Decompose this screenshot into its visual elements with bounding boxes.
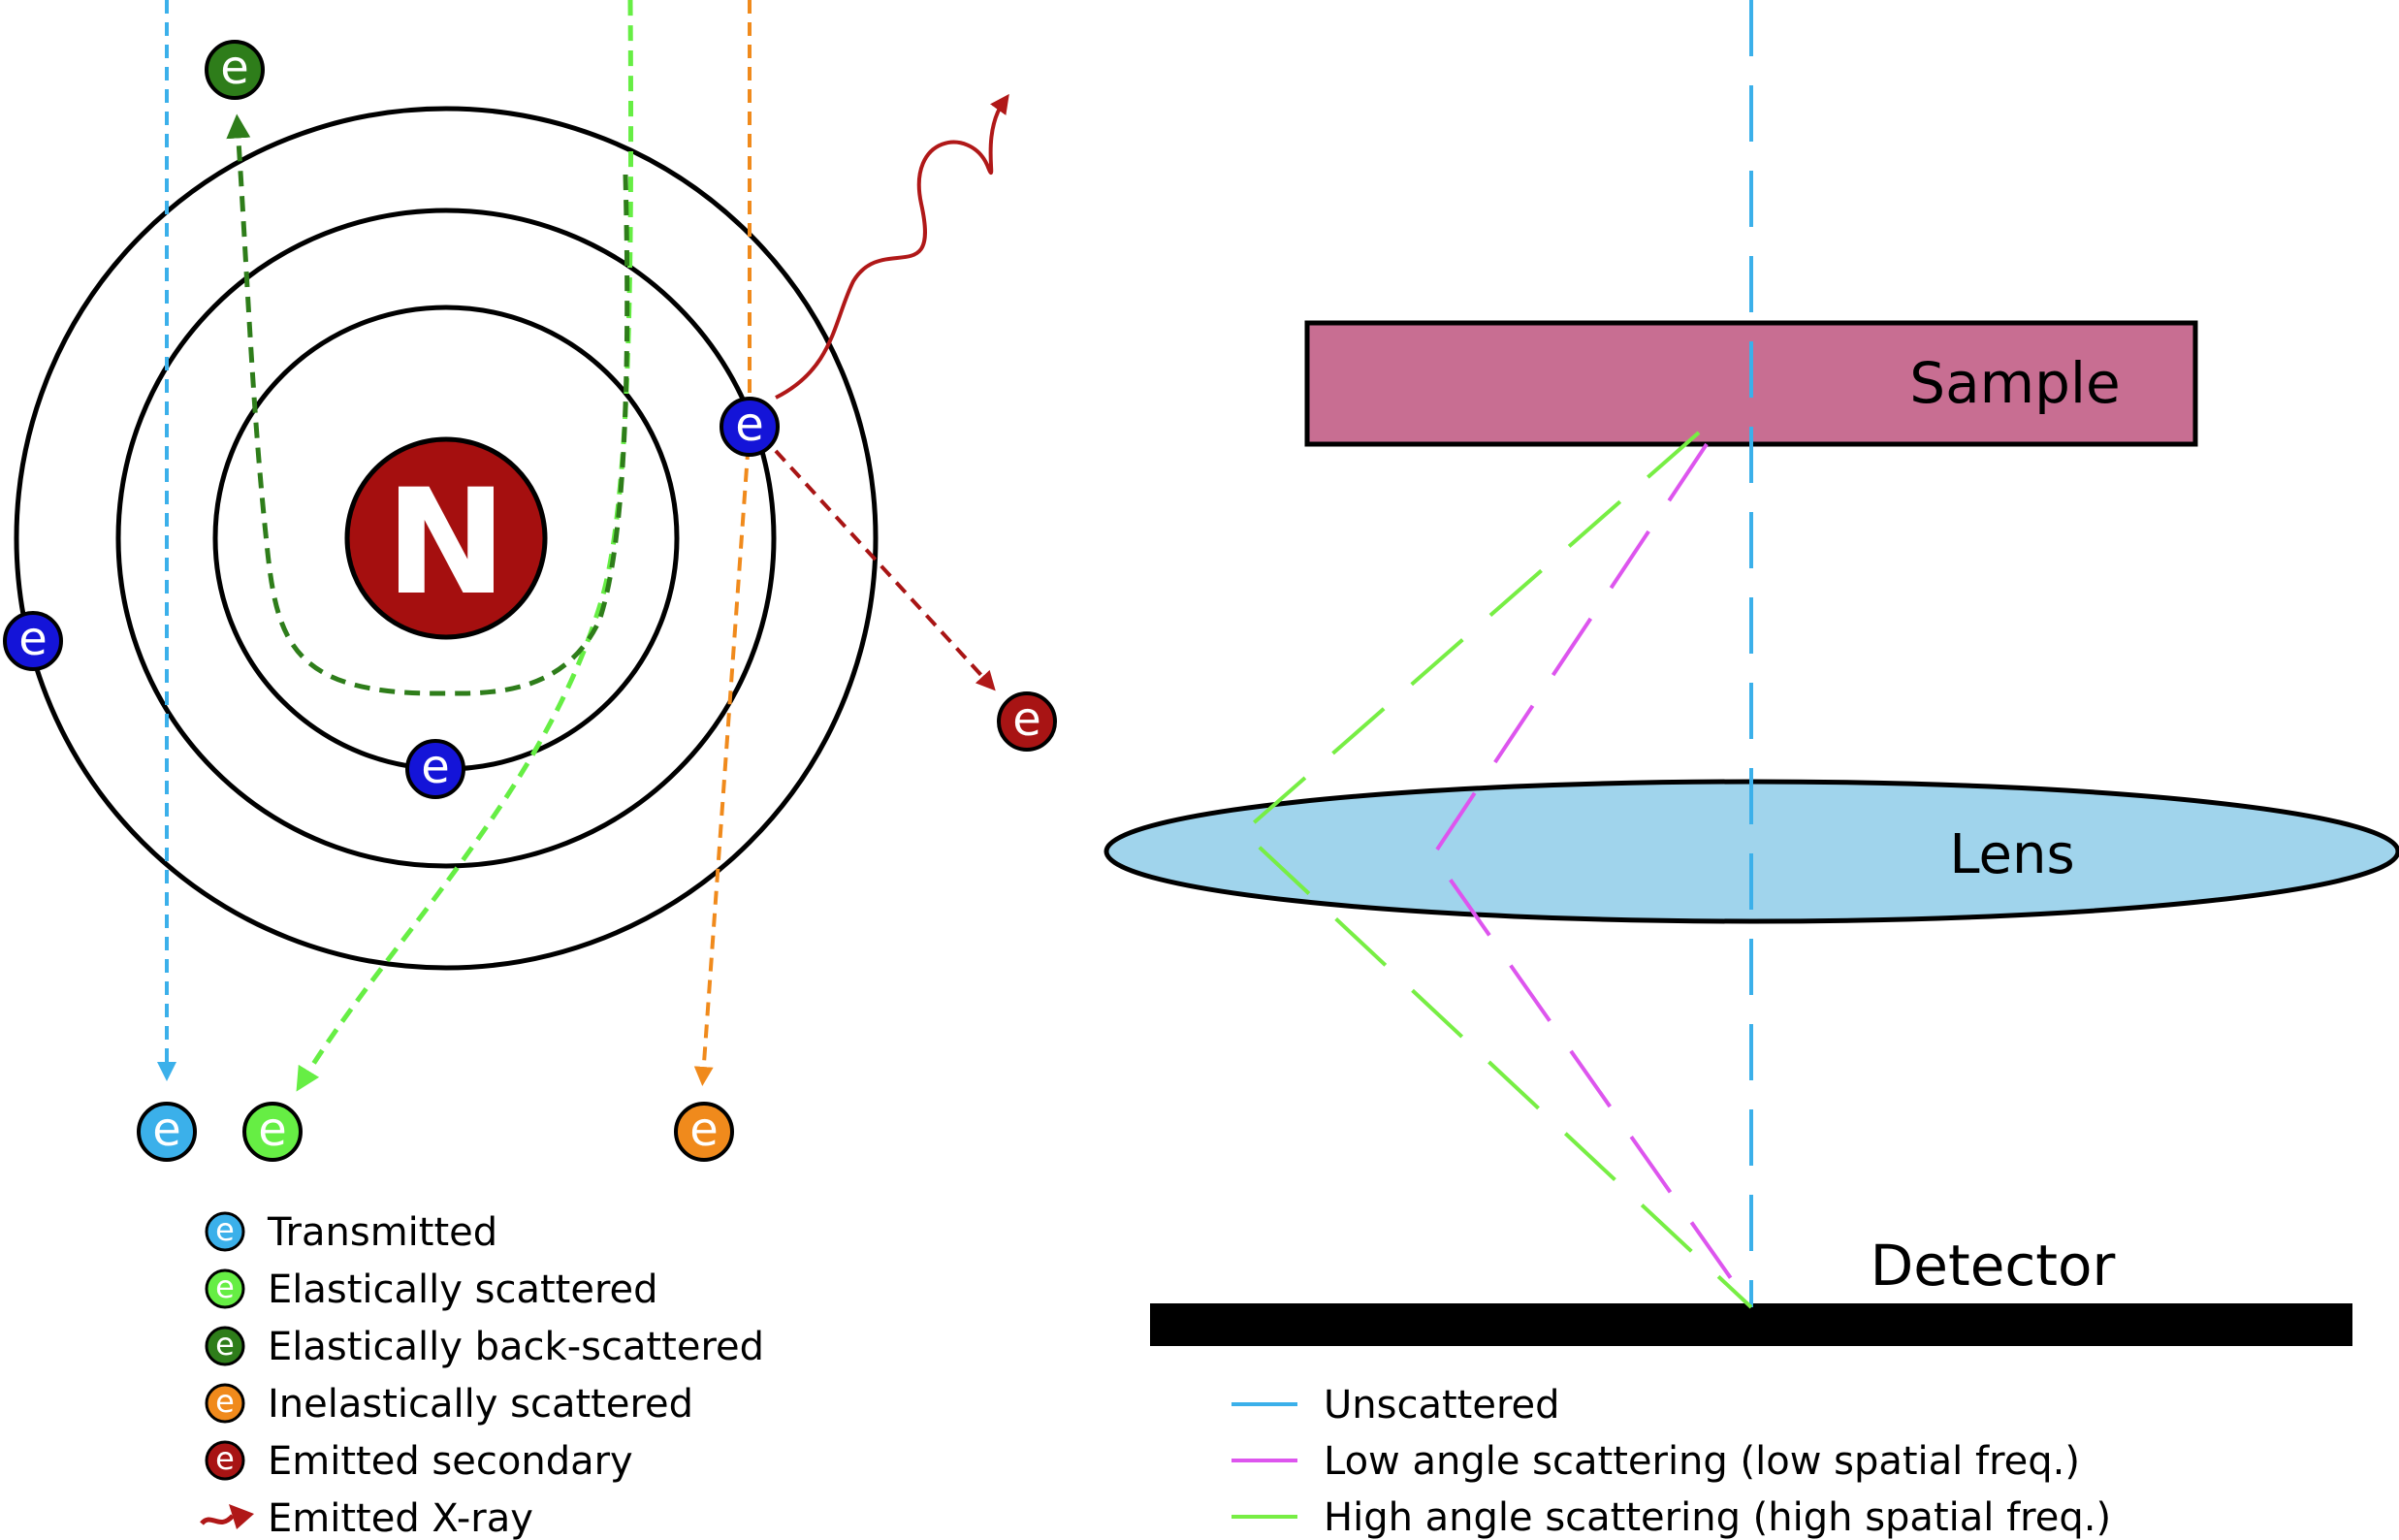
- svg-text:e: e: [421, 740, 450, 794]
- legend-electron-icon: [205, 1326, 245, 1366]
- low-angle-ray: [1430, 442, 1753, 1309]
- atom-legend-label: Inelastically scattered: [268, 1382, 693, 1427]
- atom-legend-item: e Elastically scattered: [205, 1267, 658, 1312]
- svg-text:e: e: [152, 1103, 181, 1157]
- electron-transmitted: e: [137, 1102, 197, 1162]
- tem-legend-item: Unscattered: [1231, 1383, 1560, 1428]
- electron-elastic: e: [242, 1102, 303, 1162]
- atom-legend-item: e Transmitted: [205, 1210, 497, 1255]
- tem-legend-label: Unscattered: [1324, 1383, 1560, 1428]
- tem-legend: Unscattered Low angle scattering (low spa…: [1231, 1383, 2111, 1540]
- atom-legend-item: e Elastically back-scattered: [205, 1325, 764, 1369]
- electron-inelastic: e: [674, 1102, 734, 1162]
- legend-electron-icon: [205, 1440, 245, 1481]
- svg-text:e: e: [1012, 692, 1041, 747]
- atom-legend-label: Transmitted: [267, 1210, 497, 1255]
- atom-legend-label: Elastically back-scattered: [268, 1325, 764, 1369]
- atom-legend-item: Emitted X-ray: [200, 1496, 533, 1540]
- detector-label: Detector: [1871, 1233, 2116, 1299]
- svg-text:e: e: [258, 1103, 287, 1157]
- outer-shell: [14, 106, 879, 971]
- tem-legend-item: Low angle scattering (low spatial freq.): [1231, 1439, 2080, 1484]
- backscatter-path: [226, 113, 630, 696]
- detector-bar: [1150, 1303, 2352, 1346]
- sample-label: Sample: [1909, 350, 2120, 416]
- svg-text:e: e: [735, 398, 764, 452]
- legend-electron-icon: [205, 1268, 245, 1309]
- tem-legend-label: High angle scattering (high spatial freq…: [1324, 1495, 2111, 1540]
- inelastic-path: [693, 0, 752, 1086]
- electron-secondary: e: [997, 691, 1057, 752]
- legend-electron-icon: [205, 1383, 245, 1424]
- legend-electron-icon: [205, 1211, 245, 1252]
- electron-orbital-ejected-site: e: [720, 397, 780, 457]
- atom-legend-label: Emitted X-ray: [268, 1496, 533, 1540]
- secondary-path: [774, 449, 996, 691]
- legend-xray-icon: [200, 1514, 235, 1525]
- nucleus: N: [344, 436, 548, 640]
- svg-text:e: e: [18, 612, 48, 666]
- atom-legend-label: Elastically scattered: [268, 1267, 658, 1312]
- atom-legend-label: Emitted secondary: [268, 1439, 633, 1484]
- nucleus-label: N: [385, 459, 507, 627]
- tem-panel: Sample Lens Detector: [1104, 0, 2399, 1346]
- high-angle-ray: [1240, 431, 1753, 1309]
- svg-text:e: e: [689, 1103, 719, 1157]
- legend-electron-letter: e: [215, 1383, 235, 1420]
- tem-legend-label: Low angle scattering (low spatial freq.): [1324, 1439, 2080, 1484]
- tem-legend-item: High angle scattering (high spatial freq…: [1231, 1495, 2111, 1540]
- electron-backscattered: e: [205, 40, 265, 100]
- atom-panel: N e e e e e e e e: [3, 0, 1057, 1162]
- xray-path: [775, 93, 1009, 400]
- nucleus-circle: [344, 436, 548, 640]
- legend-electron-letter: e: [215, 1211, 235, 1248]
- electron-orbital-inner: e: [405, 739, 465, 799]
- middle-shell: [115, 208, 777, 869]
- legend-electron-letter: e: [215, 1268, 235, 1305]
- electron-orbital-outer-left: e: [3, 611, 63, 671]
- legend-electron-letter: e: [215, 1440, 235, 1477]
- atom-legend-item: e Emitted secondary: [205, 1439, 633, 1484]
- atom-legend: e Transmitted e Elastically scattered e Elast…: [200, 1210, 764, 1540]
- legend-xray-arrowhead: [229, 1504, 254, 1529]
- atom-legend-item: e Inelastically scattered: [205, 1382, 693, 1427]
- svg-text:e: e: [220, 41, 249, 95]
- lens-label: Lens: [1949, 823, 2074, 886]
- legend-electron-letter: e: [215, 1326, 235, 1363]
